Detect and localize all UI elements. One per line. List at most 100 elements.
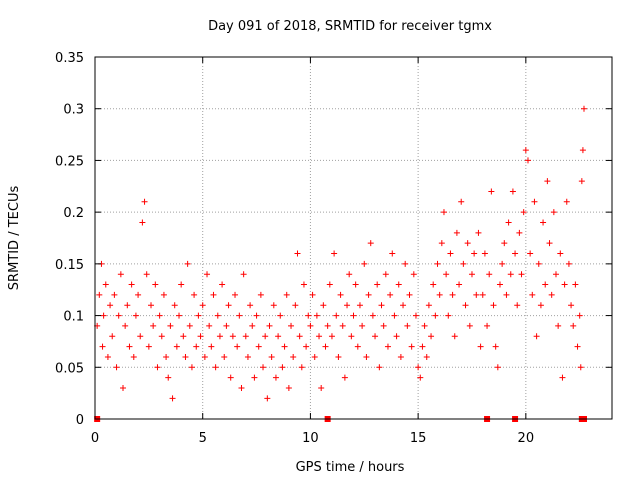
data-point <box>126 343 133 350</box>
data-point <box>449 291 456 298</box>
data-point <box>395 281 402 288</box>
data-point <box>462 302 469 309</box>
data-point <box>348 333 355 340</box>
data-point <box>563 198 570 205</box>
data-point <box>365 291 372 298</box>
data-point <box>305 312 312 319</box>
data-point <box>191 291 198 298</box>
data-point <box>354 343 361 350</box>
data-point <box>322 343 329 350</box>
data-point <box>391 312 398 319</box>
data-point <box>496 281 503 288</box>
data-point <box>292 302 299 309</box>
y-tick-label: 0.3 <box>63 103 84 118</box>
data-point <box>171 302 178 309</box>
data-point <box>402 260 409 267</box>
data-point <box>120 384 127 391</box>
data-point <box>546 240 553 247</box>
data-point <box>428 333 435 340</box>
data-point <box>410 271 417 278</box>
data-point <box>378 302 385 309</box>
data-point <box>130 353 137 360</box>
data-point <box>494 364 501 371</box>
data-point <box>579 147 586 154</box>
data-point <box>195 312 202 319</box>
data-point <box>507 271 514 278</box>
data-point <box>533 333 540 340</box>
data-point <box>503 291 510 298</box>
data-point <box>283 291 290 298</box>
data-point <box>389 250 396 257</box>
x-tick-label: 20 <box>518 431 535 446</box>
data-point <box>169 395 176 402</box>
data-point <box>178 281 185 288</box>
data-point <box>148 302 155 309</box>
data-point <box>227 374 234 381</box>
data-point <box>156 312 163 319</box>
data-point <box>115 312 122 319</box>
data-point <box>369 312 376 319</box>
data-point <box>275 333 282 340</box>
data-point <box>460 260 467 267</box>
data-point <box>363 353 370 360</box>
data-point <box>557 250 564 257</box>
data-point <box>473 291 480 298</box>
data-point <box>154 364 161 371</box>
data-point <box>445 312 452 319</box>
data-point <box>436 291 443 298</box>
data-point <box>320 302 327 309</box>
data-point <box>272 374 279 381</box>
data-point <box>223 322 230 329</box>
data-point <box>111 291 118 298</box>
data-point <box>249 322 256 329</box>
data-point <box>298 364 305 371</box>
data-point <box>303 343 310 350</box>
data-point <box>477 343 484 350</box>
data-point <box>300 281 307 288</box>
data-point <box>453 229 460 236</box>
data-point <box>221 353 228 360</box>
data-point <box>132 312 139 319</box>
y-tick-label: 0.15 <box>55 258 84 273</box>
data-point <box>128 281 135 288</box>
data-point <box>512 250 519 257</box>
data-point <box>522 147 529 154</box>
data-point <box>173 343 180 350</box>
data-point <box>152 281 159 288</box>
data-point <box>425 302 432 309</box>
data-point <box>99 343 106 350</box>
data-point <box>288 322 295 329</box>
data-point <box>438 240 445 247</box>
data-point <box>382 271 389 278</box>
data-point <box>341 374 348 381</box>
data-point <box>514 302 521 309</box>
data-point <box>492 343 499 350</box>
data-point <box>475 229 482 236</box>
data-point <box>432 312 439 319</box>
data-point <box>400 302 407 309</box>
data-point <box>199 302 206 309</box>
data-point <box>262 333 269 340</box>
data-point <box>466 322 473 329</box>
data-point <box>577 364 584 371</box>
data-point <box>307 322 314 329</box>
data-point <box>242 333 249 340</box>
data-point <box>548 291 555 298</box>
data-point <box>535 260 542 267</box>
data-point <box>109 333 116 340</box>
data-point <box>167 322 174 329</box>
data-point <box>537 302 544 309</box>
x-tick-label: 10 <box>302 431 319 446</box>
data-point <box>501 240 508 247</box>
data-point <box>253 312 260 319</box>
data-point <box>204 271 211 278</box>
data-points <box>94 105 587 402</box>
data-point <box>318 384 325 391</box>
data-point <box>251 374 258 381</box>
data-point <box>499 260 506 267</box>
data-point <box>214 312 221 319</box>
data-point <box>484 322 491 329</box>
data-point <box>505 219 512 226</box>
x-axis-label: GPS time / hours <box>296 460 405 475</box>
